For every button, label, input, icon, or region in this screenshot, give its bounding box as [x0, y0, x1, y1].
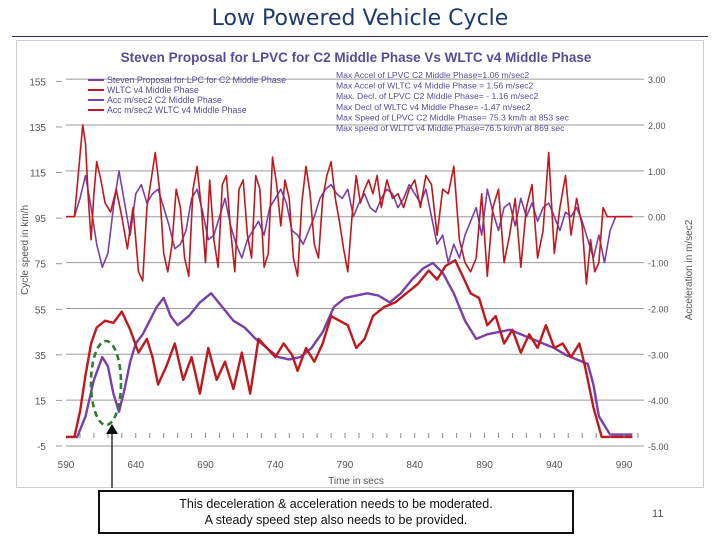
- chart-title: Steven Proposal for LPVC for C2 Middle P…: [121, 50, 592, 65]
- callout-arrow-head: [106, 424, 118, 434]
- note-line-2: A steady speed step also needs to be pro…: [204, 513, 468, 527]
- x-tick-label-4: 790: [337, 460, 354, 471]
- slide-title: Low Powered Vehicle Cycle: [211, 6, 509, 31]
- legend-label-2: Acc m/sec2 C2 Middle Phase: [107, 95, 222, 105]
- series-line-1: [66, 259, 633, 439]
- legend-label-3: Acc m/sec2 WLTC v4 Middle Phase: [107, 105, 247, 115]
- speed-acceleration-chart: Steven Proposal for LPVC for C2 Middle P…: [16, 40, 704, 488]
- stat-line-0: Max Accel of LPVC C2 Middle Phase=1.06 m…: [336, 70, 529, 80]
- y-tick-label-0: -5: [37, 442, 46, 453]
- legend-label-0: Steven Proposal for LPC for C2 Middle Ph…: [107, 75, 286, 85]
- y2-tick-label-0: -5.00: [648, 442, 669, 452]
- page-number: 11: [652, 508, 664, 520]
- x-tick-label-8: 990: [616, 460, 633, 471]
- y2-tick-label-1: -4.00: [648, 396, 669, 406]
- callout-note-box: This deceleration & acceleration needs t…: [98, 490, 574, 534]
- series-line-3: [66, 124, 633, 285]
- y-tick-label-1: 15: [35, 396, 47, 407]
- y-tick-label-8: 155: [29, 77, 46, 88]
- y2-tick-label-7: 2.00: [648, 121, 666, 131]
- x-tick-label-0: 590: [58, 460, 75, 471]
- y2-tick-label-6: 1.00: [648, 167, 666, 177]
- stats-annotations: Max Accel of LPVC C2 Middle Phase=1.06 m…: [336, 70, 570, 133]
- x-tick-label-7: 940: [546, 460, 563, 471]
- stat-line-4: Max Speed of LPVC C2 Middle Phase= 75.3 …: [336, 112, 570, 122]
- x-tick-label-5: 840: [406, 460, 423, 471]
- y2-axis-label: Acceleration in m/sec2: [684, 219, 695, 320]
- note-line-1: This deceleration & acceleration needs t…: [179, 497, 493, 511]
- y-tick-label-3: 55: [35, 305, 47, 316]
- y-tick-label-4: 75: [35, 260, 47, 271]
- moderation-highlight-ellipse: [89, 339, 123, 427]
- title-divider: [12, 36, 708, 37]
- callout-arrow: [106, 424, 118, 488]
- x-tick-label-3: 740: [267, 460, 284, 471]
- x-tick-label-6: 890: [476, 460, 493, 471]
- series-line-0: [66, 261, 633, 439]
- y-tick-label-7: 135: [29, 123, 46, 134]
- y2-tick-label-3: -2.00: [648, 304, 669, 314]
- y2-tick-label-4: -1.00: [648, 259, 669, 269]
- stat-line-5: Max speed of WLTC v4 Middle Phase=76.5 k…: [336, 123, 565, 133]
- stat-line-3: Max Decl of WLTC v4 Middle Phase= -1.47 …: [336, 102, 531, 112]
- series-lines: [66, 124, 633, 439]
- axis-ticks: -5 15 35 55 75 95 115 135 155 -5.00 -4.00 -3.00 -2.0…: [29, 75, 668, 471]
- y2-tick-label-8: 3.00: [648, 75, 666, 85]
- y2-tick-label-5: 0.00: [648, 213, 666, 223]
- legend-label-1: WLTC v4 Middle Phase: [107, 85, 199, 95]
- stat-line-2: Max. Decl. of LPVC C2 Middle Phase= - 1.…: [336, 91, 539, 101]
- y-tick-label-6: 115: [30, 169, 46, 180]
- stat-line-1: Max Accel of WLTC v4 Middle Phase = 1.56…: [336, 81, 534, 91]
- x-axis-label: Time in secs: [328, 476, 384, 487]
- x-tick-label-1: 640: [127, 460, 144, 471]
- legend: Steven Proposal for LPC for C2 Middle Ph…: [88, 75, 286, 115]
- y-axis-label: Cycle speed in km/h: [20, 205, 31, 295]
- y2-tick-label-2: -3.00: [648, 350, 669, 360]
- x-tick-label-2: 690: [197, 460, 214, 471]
- y-tick-label-2: 35: [35, 351, 47, 362]
- y-tick-label-5: 95: [35, 214, 47, 225]
